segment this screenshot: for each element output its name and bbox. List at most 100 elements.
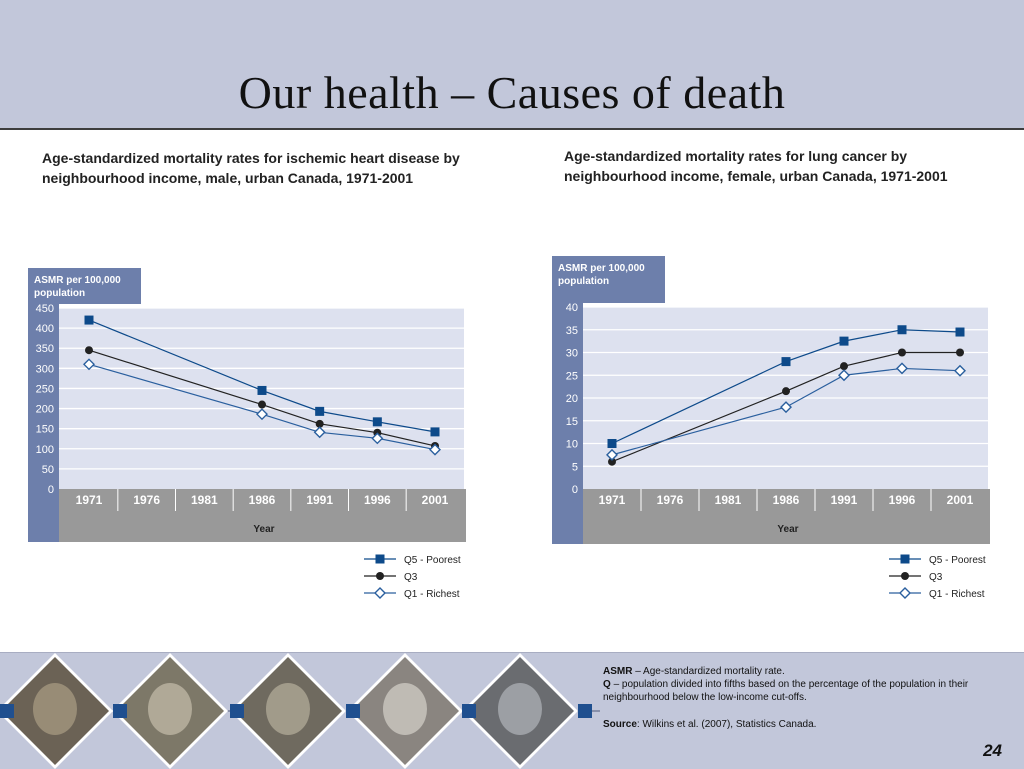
slide-footer: ASMR – Age-standardized mortality rate. … <box>0 652 1024 769</box>
heart-plot-area <box>59 308 464 489</box>
lung-y-tick-label: 30 <box>566 348 578 360</box>
lung-y-tick-label: 20 <box>566 393 578 405</box>
photo-strip-square <box>0 704 14 718</box>
heart-x-axis-label: Year <box>253 524 274 535</box>
heart-legend-label: Q5 - Poorest <box>404 555 461 566</box>
heart-y-tick-label: 300 <box>36 363 54 375</box>
heart-x-tick-label: 1996 <box>364 493 391 507</box>
footnote-asmr-text: – Age-standardized mortality rate. <box>635 666 785 677</box>
lung-y-tick-label: 0 <box>572 484 578 496</box>
lung-x-tick-label: 1991 <box>831 493 858 507</box>
lung-x-tick-label: 2001 <box>947 493 974 507</box>
chart-title-heart-disease: Age-standardized mortality rates for isc… <box>42 150 460 186</box>
heart-y-tick-label: 350 <box>36 343 54 355</box>
photo-strip-square <box>346 704 360 718</box>
heart-point-q3 <box>258 400 266 409</box>
heart-point-q5 <box>372 417 382 427</box>
heart-y-tick-label: 400 <box>36 323 54 335</box>
lung-point-q3 <box>898 348 906 357</box>
page-number: 24 <box>983 741 1002 760</box>
family-photo-subject <box>148 683 192 735</box>
heart-x-tick-label: 1991 <box>306 493 333 507</box>
lung-point-q3 <box>956 348 964 357</box>
heart-legend-marker <box>374 587 386 599</box>
lung-legend-marker <box>899 587 911 599</box>
heart-y-tick-label: 450 <box>36 303 54 315</box>
elderly-woman-photo-subject <box>33 683 77 735</box>
photo-strip-square <box>230 704 244 718</box>
lung-legend-label: Q5 - Poorest <box>929 555 986 566</box>
slide-title: Our health – Causes of death <box>238 67 786 118</box>
footnotes: ASMR – Age-standardized mortality rate. … <box>603 665 1003 731</box>
hands-photo-subject <box>383 683 427 735</box>
grandfather-photo-subject <box>266 683 310 735</box>
heart-legend-marker <box>375 554 385 564</box>
lung-x-tick-label: 1986 <box>773 493 800 507</box>
lung-point-q1 <box>954 364 966 377</box>
heart-y-tick-label: 150 <box>36 424 54 436</box>
lung-y-tick-label: 15 <box>566 416 578 428</box>
lung-y-tick-label: 5 <box>572 461 578 473</box>
heart-point-q5 <box>84 315 94 325</box>
heart-point-q3 <box>85 346 93 355</box>
heart-y-tick-label: 100 <box>36 444 54 456</box>
heart-legend-marker <box>376 572 384 580</box>
lung-point-q3 <box>608 457 616 466</box>
heart-point-q1 <box>429 443 441 456</box>
lung-point-q3 <box>840 362 848 371</box>
lung-ylabel-line: ASMR per 100,000 <box>558 263 645 274</box>
lung-point-q1 <box>838 369 850 382</box>
footnote-source-term: Source <box>603 719 637 730</box>
lung-axis-band <box>552 256 583 544</box>
heart-legend-label: Q1 - Richest <box>404 589 460 600</box>
heart-disease-legend: Q5 - Poorest Q3 Q1 - Richest <box>364 554 461 600</box>
slide-header: Our health – Causes of death <box>0 0 1024 130</box>
lung-point-q5 <box>607 439 617 448</box>
lung-y-tick-label: 35 <box>566 325 578 337</box>
lung-x-tick-label: 1976 <box>657 493 684 507</box>
photo-strip-square <box>113 704 127 718</box>
lung-cancer-legend: Q5 - Poorest Q3 Q1 - Richest <box>889 554 986 600</box>
lung-point-q3 <box>782 387 790 396</box>
heart-ylabel-line: ASMR per 100,000 <box>34 275 121 286</box>
heart-x-tick-label: 2001 <box>422 493 449 507</box>
lung-cancer-chart: ASMR per 100,000 population 0 5 10 15 20 25 30 35… <box>552 256 990 544</box>
lung-x-axis-label: Year <box>777 524 798 535</box>
photo-strip-square <box>462 704 476 718</box>
heart-y-tick-label: 0 <box>48 484 54 496</box>
footnote-q: Q – population divided into fifths based… <box>603 678 1003 704</box>
footnote-q-term: Q <box>603 679 611 690</box>
lung-y-tick-label: 10 <box>566 439 578 451</box>
heart-disease-chart: ASMR per 100,000 population 0 50 100 150 200 25… <box>28 268 466 542</box>
heart-y-tick-label: 200 <box>36 404 54 416</box>
lung-y-tick-label: 25 <box>566 370 578 382</box>
lung-point-q5 <box>897 325 907 335</box>
lung-x-tick-label: 1996 <box>889 493 916 507</box>
lung-point-q5 <box>781 357 791 367</box>
lung-legend-label: Q3 <box>929 572 943 583</box>
heart-point-q5 <box>315 406 325 416</box>
lung-point-q5 <box>839 336 849 346</box>
lung-x-tick-label: 1981 <box>715 493 742 507</box>
heart-x-axis-band <box>59 489 466 542</box>
lung-y-tick-label: 40 <box>566 302 578 314</box>
heart-point-q1 <box>313 426 326 439</box>
heart-point-q1 <box>83 358 95 371</box>
lung-legend-marker <box>901 572 909 580</box>
footnote-source: Source: Wilkins et al. (2007), Statistic… <box>603 718 1003 731</box>
heart-y-tick-label: 250 <box>36 383 54 395</box>
footnote-asmr: ASMR – Age-standardized mortality rate. <box>603 665 1003 678</box>
lung-legend-marker <box>900 554 910 564</box>
footnote-source-text: : Wilkins et al. (2007), Statistics Cana… <box>636 719 817 730</box>
lung-x-tick-label: 1971 <box>599 493 626 507</box>
heart-point-q1 <box>371 432 384 445</box>
heart-point-q1 <box>256 408 268 421</box>
photo-strip-square <box>578 704 592 718</box>
photo-strip <box>0 653 600 769</box>
heart-axis-band <box>28 268 59 542</box>
lung-legend-label: Q1 - Richest <box>929 589 985 600</box>
heart-x-tick-label: 1981 <box>191 493 218 507</box>
chart-title-lung-cancer: Age-standardized mortality rates for lun… <box>564 148 948 184</box>
lung-point-q1 <box>780 401 792 414</box>
heart-point-q3 <box>315 419 324 428</box>
